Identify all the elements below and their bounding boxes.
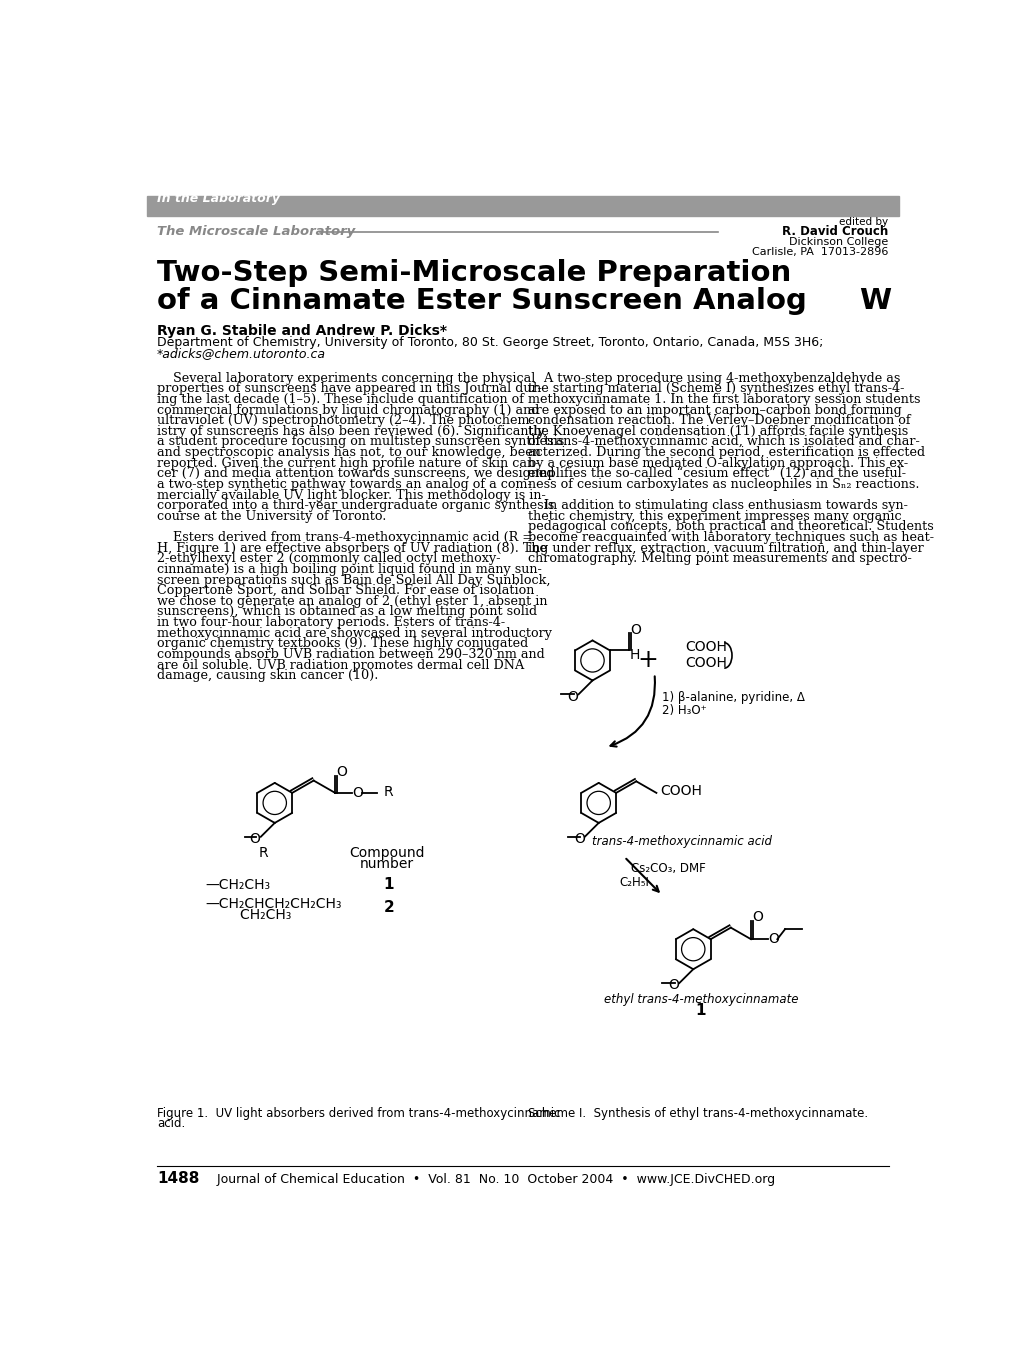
Text: in two four-hour laboratory periods. Esters of trans-4-: in two four-hour laboratory periods. Est…: [157, 616, 504, 629]
Text: by a cesium base mediated O-alkylation approach. This ex-: by a cesium base mediated O-alkylation a…: [528, 457, 907, 470]
Text: organic chemistry textbooks (9). These highly conjugated: organic chemistry textbooks (9). These h…: [157, 637, 528, 650]
Text: C₂H₅I: C₂H₅I: [619, 876, 649, 889]
Text: and spectroscopic analysis has not, to our knowledge, been: and spectroscopic analysis has not, to o…: [157, 446, 540, 459]
Text: —CH₂CHCH₂CH₂CH₃: —CH₂CHCH₂CH₂CH₃: [205, 897, 341, 910]
Text: cer (7) and media attention towards sunscreens, we designed: cer (7) and media attention towards suns…: [157, 467, 554, 480]
Text: Esters derived from trans-4-methoxycinnamic acid (R =: Esters derived from trans-4-methoxycinna…: [157, 531, 533, 545]
Text: cinnamate) is a high boiling point liquid found in many sun-: cinnamate) is a high boiling point liqui…: [157, 562, 541, 576]
Text: 2) H₃O⁺: 2) H₃O⁺: [661, 704, 706, 717]
Text: COOH: COOH: [685, 640, 727, 654]
Text: trans-4-methoxycinnamic acid: trans-4-methoxycinnamic acid: [592, 835, 771, 848]
Text: methoxycinnamate 1. In the first laboratory session students: methoxycinnamate 1. In the first laborat…: [528, 393, 920, 405]
Text: become reacquainted with laboratory techniques such as heat-: become reacquainted with laboratory tech…: [528, 531, 933, 545]
Text: course at the University of Toronto.: course at the University of Toronto.: [157, 511, 386, 523]
Text: R: R: [383, 785, 392, 799]
Text: we chose to generate an analog of 2 (ethyl ester 1, absent in: we chose to generate an analog of 2 (eth…: [157, 595, 547, 607]
Text: istry of sunscreens has also been reviewed (6). Significantly,: istry of sunscreens has also been review…: [157, 425, 547, 438]
Text: Figure 1.  UV light absorbers derived from trans-4-methoxycinnamic: Figure 1. UV light absorbers derived fro…: [157, 1107, 559, 1121]
Text: corporated into a third-year undergraduate organic synthesis: corporated into a third-year undergradua…: [157, 500, 553, 512]
Text: O: O: [336, 766, 347, 779]
Text: Compound: Compound: [350, 846, 425, 860]
Text: O: O: [568, 689, 578, 703]
Text: thetic chemistry, this experiment impresses many organic: thetic chemistry, this experiment impres…: [528, 511, 901, 523]
Text: 2-ethylhexyl ester 2 (commonly called octyl methoxy-: 2-ethylhexyl ester 2 (commonly called oc…: [157, 553, 500, 565]
Text: O: O: [630, 622, 640, 636]
Text: number: number: [360, 857, 414, 871]
Text: 1) β-alanine, pyridine, Δ: 1) β-alanine, pyridine, Δ: [661, 691, 804, 704]
Text: Journal of Chemical Education  •  Vol. 81  No. 10  October 2004  •  www.JCE.DivC: Journal of Chemical Education • Vol. 81 …: [205, 1173, 774, 1186]
Text: acterized. During the second period, esterification is effected: acterized. During the second period, est…: [528, 446, 924, 459]
Text: chromatography. Melting point measurements and spectro-: chromatography. Melting point measuremen…: [528, 553, 911, 565]
Text: emplifies the so-called “cesium effect” (12) and the useful-: emplifies the so-called “cesium effect” …: [528, 467, 905, 480]
Text: H: H: [629, 648, 639, 662]
Text: commercial formulations by liquid chromatography (1) and: commercial formulations by liquid chroma…: [157, 404, 539, 416]
Text: ness of cesium carboxylates as nucleophiles in Sₙ₂ reactions.: ness of cesium carboxylates as nucleophi…: [528, 478, 919, 491]
Text: acid.: acid.: [157, 1117, 185, 1130]
Text: methoxycinnamic acid are showcased in several introductory: methoxycinnamic acid are showcased in se…: [157, 627, 551, 640]
Text: Dickinson College: Dickinson College: [789, 238, 888, 247]
Text: 2: 2: [383, 901, 393, 916]
Text: R. David Crouch: R. David Crouch: [782, 225, 888, 239]
Text: the starting material (Scheme I) synthesizes ethyl trans-4-: the starting material (Scheme I) synthes…: [528, 382, 904, 396]
Text: the Knoevenagel condensation (11) affords facile synthesis: the Knoevenagel condensation (11) afford…: [528, 425, 908, 438]
Text: H, Figure 1) are effective absorbers of UV radiation (8). The: H, Figure 1) are effective absorbers of …: [157, 542, 546, 554]
Text: 1488: 1488: [157, 1171, 199, 1186]
Text: A two-step procedure using 4-methoxybenzaldehyde as: A two-step procedure using 4-methoxybenz…: [528, 371, 900, 385]
Text: damage, causing skin cancer (10).: damage, causing skin cancer (10).: [157, 669, 378, 682]
Text: Ryan G. Stabile and Andrew P. Dicks*: Ryan G. Stabile and Andrew P. Dicks*: [157, 324, 446, 337]
Text: Scheme I.  Synthesis of ethyl trans-4-methoxycinnamate.: Scheme I. Synthesis of ethyl trans-4-met…: [528, 1107, 867, 1121]
Text: 1: 1: [695, 1003, 705, 1018]
Text: O: O: [574, 833, 584, 846]
Bar: [147, 197, 898, 216]
Text: edited by: edited by: [839, 217, 888, 228]
Text: of trans-4-methoxycinnamic acid, which is isolated and char-: of trans-4-methoxycinnamic acid, which i…: [528, 435, 919, 449]
Text: are oil soluble. UVB radiation promotes dermal cell DNA: are oil soluble. UVB radiation promotes …: [157, 658, 524, 672]
Text: ultraviolet (UV) spectrophotometry (2–4). The photochem-: ultraviolet (UV) spectrophotometry (2–4)…: [157, 414, 533, 427]
Text: mercially available UV light blocker. This methodology is in-: mercially available UV light blocker. Th…: [157, 489, 545, 501]
Text: R: R: [258, 846, 268, 860]
Text: properties of sunscreens have appeared in this Journal dur-: properties of sunscreens have appeared i…: [157, 382, 541, 396]
Text: Several laboratory experiments concerning the physical: Several laboratory experiments concernin…: [157, 371, 535, 385]
Text: In addition to stimulating class enthusiasm towards syn-: In addition to stimulating class enthusi…: [528, 500, 907, 512]
Text: sunscreens), which is obtained as a low melting point solid: sunscreens), which is obtained as a low …: [157, 606, 537, 618]
Text: W: W: [858, 287, 890, 314]
Text: a student procedure focusing on multistep sunscreen synthesis: a student procedure focusing on multiste…: [157, 435, 564, 449]
Text: condensation reaction. The Verley–Doebner modification of: condensation reaction. The Verley–Doebne…: [528, 414, 910, 427]
Text: of a Cinnamate Ester Sunscreen Analog: of a Cinnamate Ester Sunscreen Analog: [157, 287, 806, 314]
Text: In the Laboratory: In the Laboratory: [157, 192, 279, 205]
Text: ing under reflux, extraction, vacuum filtration, and thin-layer: ing under reflux, extraction, vacuum fil…: [528, 542, 923, 554]
Text: ing the last decade (1–5). These include quantification of: ing the last decade (1–5). These include…: [157, 393, 524, 405]
Text: reported. Given the current high profile nature of skin can-: reported. Given the current high profile…: [157, 457, 539, 470]
Text: compounds absorb UVB radiation between 290–320 nm and: compounds absorb UVB radiation between 2…: [157, 648, 544, 661]
Text: pedagogical concepts, both practical and theoretical. Students: pedagogical concepts, both practical and…: [528, 520, 933, 534]
Text: 1: 1: [383, 878, 393, 893]
Text: O: O: [352, 786, 363, 800]
Text: are exposed to an important carbon–carbon bond forming: are exposed to an important carbon–carbo…: [528, 404, 901, 416]
Text: *adicks@chem.utoronto.ca: *adicks@chem.utoronto.ca: [157, 347, 326, 360]
Text: The Microscale Laboratory: The Microscale Laboratory: [157, 225, 355, 239]
Text: Two-Step Semi-Microscale Preparation: Two-Step Semi-Microscale Preparation: [157, 259, 791, 287]
Text: +: +: [637, 648, 658, 673]
Text: Coppertone Sport, and Solbar Shield. For ease of isolation: Coppertone Sport, and Solbar Shield. For…: [157, 584, 534, 598]
Text: a two-step synthetic pathway towards an analog of a com-: a two-step synthetic pathway towards an …: [157, 478, 531, 491]
Text: ethyl trans-4-methoxycinnamate: ethyl trans-4-methoxycinnamate: [603, 992, 798, 1006]
Text: Cs₂CO₃, DMF: Cs₂CO₃, DMF: [631, 861, 705, 875]
Text: screen preparations such as Bain de Soleil All Day Sunblock,: screen preparations such as Bain de Sole…: [157, 573, 550, 587]
Text: O: O: [249, 833, 260, 846]
Text: O: O: [667, 979, 679, 992]
Text: COOH: COOH: [685, 655, 727, 670]
Text: O: O: [752, 910, 762, 924]
Text: —CH₂CH₃: —CH₂CH₃: [205, 878, 270, 893]
Text: O: O: [767, 932, 779, 946]
Text: CH₂CH₃: CH₂CH₃: [205, 908, 291, 923]
Text: Department of Chemistry, University of Toronto, 80 St. George Street, Toronto, O: Department of Chemistry, University of T…: [157, 336, 822, 349]
Text: COOH: COOH: [659, 784, 701, 797]
Text: Carlisle, PA  17013-2896: Carlisle, PA 17013-2896: [751, 247, 888, 257]
